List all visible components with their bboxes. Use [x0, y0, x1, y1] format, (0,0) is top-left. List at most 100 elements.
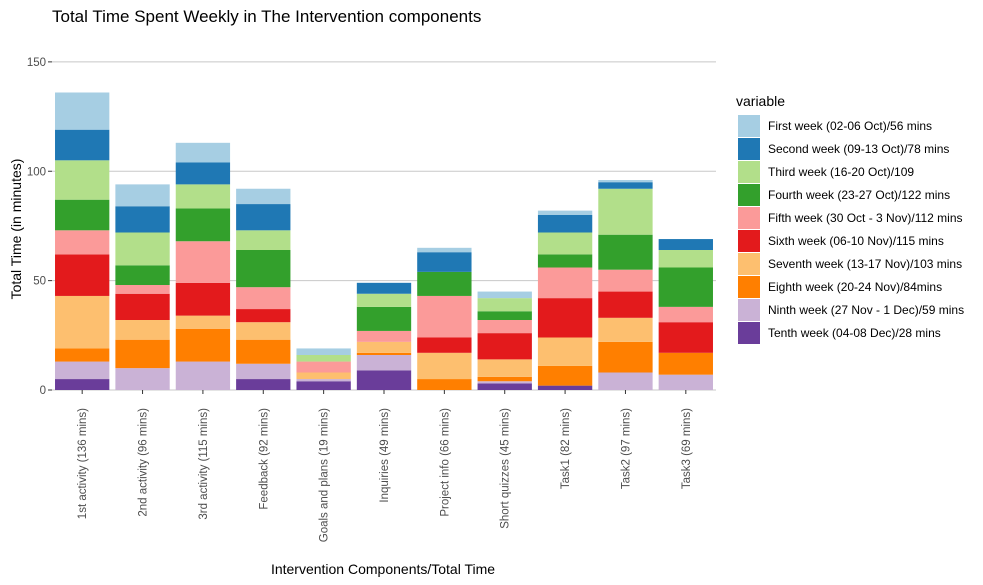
bar-segment [356, 330, 412, 342]
bar-segment [296, 381, 351, 390]
bar-segment [537, 385, 593, 390]
legend-label: Third week (16-20 Oct)/109 [768, 165, 914, 179]
bar-segment [658, 250, 713, 268]
legend-swatch [738, 322, 760, 344]
chart-title: Total Time Spent Weekly in The Intervent… [52, 7, 481, 26]
x-axis: 1st activity (136 mins) 2nd activity (96 … [77, 390, 693, 542]
bar-segment [236, 379, 291, 390]
legend-swatch [738, 138, 760, 160]
bar-segment [115, 320, 170, 340]
bar-segment [115, 265, 170, 285]
legend-title: variable [736, 93, 785, 109]
bar-segment [417, 247, 472, 253]
bar-segment [598, 188, 653, 235]
bar-segment [477, 298, 532, 312]
bar-segment [598, 372, 653, 390]
bar-segment [236, 204, 291, 231]
x-tick-label: Feedback (92 mins) [258, 408, 270, 510]
bar-segment [115, 293, 170, 320]
bar-segment [598, 317, 653, 342]
x-tick-label: Short quizzes (45 mins) [500, 408, 512, 529]
bar-segment [477, 311, 532, 320]
bar-segment [175, 162, 231, 185]
bar-segment [598, 180, 653, 183]
x-tick-label: Task2 (97 mins) [620, 408, 632, 489]
x-tick-label: Project info (66 mins) [439, 408, 451, 517]
bar-segment [356, 352, 412, 355]
bar-segment [55, 230, 110, 255]
bar-segment [417, 379, 472, 390]
legend-swatch [738, 276, 760, 298]
bar-segment [115, 339, 170, 369]
x-axis-title: Intervention Components/Total Time [271, 561, 495, 577]
bars [55, 92, 713, 390]
bar-segment [175, 241, 231, 283]
bar-segment [236, 363, 291, 380]
legend-label: Fifth week (30 Oct - 3 Nov)/112 mins [768, 211, 963, 225]
bar-segment [55, 92, 110, 130]
legend-swatch [738, 184, 760, 206]
bar-segment [115, 206, 170, 233]
bar-segment [658, 267, 713, 307]
bar-segment [175, 361, 231, 390]
bar-segment [417, 337, 472, 353]
legend-label: Ninth week (27 Nov - 1 Dec)/59 mins [768, 303, 964, 317]
bar-segment [175, 282, 231, 316]
legend-label: Second week (09-13 Oct)/78 mins [768, 142, 949, 156]
bar-segment [55, 160, 110, 200]
bar-segment [236, 230, 291, 250]
y-axis-title: Total Time (in minutes) [8, 159, 24, 300]
bar-segment [115, 232, 170, 266]
bar-segment [356, 282, 412, 294]
bar-segment [55, 254, 110, 296]
bar-segment [417, 352, 472, 380]
bar-segment [477, 333, 532, 360]
bar-segment [55, 199, 110, 231]
bar-segment [236, 250, 291, 288]
bar-segment [175, 142, 231, 163]
bar-segment [236, 287, 291, 310]
bar-segment [537, 267, 593, 299]
y-tick-label: 100 [27, 166, 46, 178]
bar-segment [296, 348, 351, 355]
y-tick-label: 0 [40, 385, 46, 397]
bar-segment [356, 306, 412, 331]
x-tick-label: Goals and plans (19 mins) [319, 408, 331, 542]
bar-segment [55, 129, 110, 161]
legend-label: Sixth week (06-10 Nov)/115 mins [768, 234, 944, 248]
legend-label: Eighth week (20-24 Nov)/84mins [768, 280, 942, 294]
bar-segment [55, 379, 110, 390]
bar-segment [356, 293, 412, 307]
legend-label: Fourth week (23-27 Oct)/122 mins [768, 188, 950, 202]
bar-segment [175, 208, 231, 242]
bar-segment [115, 368, 170, 390]
bar-segment [477, 320, 532, 334]
bar-segment [537, 337, 593, 366]
bar-segment [417, 271, 472, 296]
bar-segment [356, 370, 412, 390]
bar-segment [537, 365, 593, 386]
bar-segment [236, 339, 291, 364]
bar-segment [296, 361, 351, 373]
x-tick-label: Task3 (69 mins) [681, 408, 693, 489]
bar-segment [598, 269, 653, 292]
legend-swatch [738, 230, 760, 252]
bar-segment [658, 306, 713, 323]
bar-segment [658, 352, 713, 375]
bar-segment [175, 328, 231, 362]
bar-segment [417, 252, 472, 272]
x-tick-label: 1st activity (136 mins) [77, 408, 89, 519]
legend-swatch [738, 253, 760, 275]
legend-swatch [738, 161, 760, 183]
bar-segment [175, 184, 231, 209]
bar-segment [55, 295, 110, 349]
bar-segment [598, 234, 653, 270]
bar-segment [55, 348, 110, 362]
legend-swatch [738, 115, 760, 137]
bar-segment [537, 210, 593, 215]
bar-segment [356, 341, 412, 353]
y-tick-label: 50 [33, 276, 46, 288]
bar-segment [296, 355, 351, 362]
